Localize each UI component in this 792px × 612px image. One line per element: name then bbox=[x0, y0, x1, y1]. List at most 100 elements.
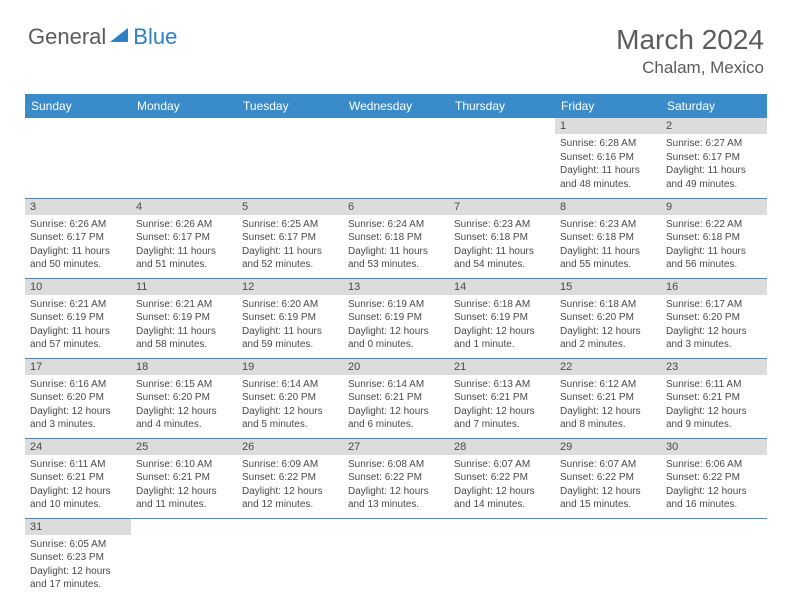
logo-text-general: General bbox=[28, 24, 106, 50]
day-number: 14 bbox=[449, 279, 555, 295]
day-number: 8 bbox=[555, 199, 661, 215]
calendar-cell: 20Sunrise: 6:14 AMSunset: 6:21 PMDayligh… bbox=[343, 358, 449, 438]
day-number: 7 bbox=[449, 199, 555, 215]
calendar-cell: 15Sunrise: 6:18 AMSunset: 6:20 PMDayligh… bbox=[555, 278, 661, 358]
calendar-cell: 5Sunrise: 6:25 AMSunset: 6:17 PMDaylight… bbox=[237, 198, 343, 278]
calendar-cell: 7Sunrise: 6:23 AMSunset: 6:18 PMDaylight… bbox=[449, 198, 555, 278]
day-details: Sunrise: 6:20 AMSunset: 6:19 PMDaylight:… bbox=[237, 295, 343, 356]
day-number: 18 bbox=[131, 359, 237, 375]
day-number: 2 bbox=[661, 118, 767, 134]
day-details: Sunrise: 6:13 AMSunset: 6:21 PMDaylight:… bbox=[449, 375, 555, 436]
day-details: Sunrise: 6:12 AMSunset: 6:21 PMDaylight:… bbox=[555, 375, 661, 436]
day-number: 28 bbox=[449, 439, 555, 455]
calendar-cell: 31Sunrise: 6:05 AMSunset: 6:23 PMDayligh… bbox=[25, 518, 131, 598]
day-details: Sunrise: 6:16 AMSunset: 6:20 PMDaylight:… bbox=[25, 375, 131, 436]
calendar-cell: 24Sunrise: 6:11 AMSunset: 6:21 PMDayligh… bbox=[25, 438, 131, 518]
calendar-cell: 12Sunrise: 6:20 AMSunset: 6:19 PMDayligh… bbox=[237, 278, 343, 358]
header-right: March 2024 Chalam, Mexico bbox=[616, 24, 764, 78]
weekday-header: Monday bbox=[131, 94, 237, 118]
calendar-cell bbox=[449, 518, 555, 598]
day-number: 11 bbox=[131, 279, 237, 295]
calendar-cell: 10Sunrise: 6:21 AMSunset: 6:19 PMDayligh… bbox=[25, 278, 131, 358]
day-details: Sunrise: 6:26 AMSunset: 6:17 PMDaylight:… bbox=[131, 215, 237, 276]
calendar-cell: 11Sunrise: 6:21 AMSunset: 6:19 PMDayligh… bbox=[131, 278, 237, 358]
calendar-table: SundayMondayTuesdayWednesdayThursdayFrid… bbox=[25, 94, 767, 598]
calendar-cell: 29Sunrise: 6:07 AMSunset: 6:22 PMDayligh… bbox=[555, 438, 661, 518]
day-details: Sunrise: 6:18 AMSunset: 6:19 PMDaylight:… bbox=[449, 295, 555, 356]
day-number: 30 bbox=[661, 439, 767, 455]
day-number: 19 bbox=[237, 359, 343, 375]
calendar-cell: 22Sunrise: 6:12 AMSunset: 6:21 PMDayligh… bbox=[555, 358, 661, 438]
day-details: Sunrise: 6:19 AMSunset: 6:19 PMDaylight:… bbox=[343, 295, 449, 356]
day-number: 9 bbox=[661, 199, 767, 215]
day-details: Sunrise: 6:07 AMSunset: 6:22 PMDaylight:… bbox=[555, 455, 661, 516]
day-number: 24 bbox=[25, 439, 131, 455]
day-details: Sunrise: 6:07 AMSunset: 6:22 PMDaylight:… bbox=[449, 455, 555, 516]
day-number: 31 bbox=[25, 519, 131, 535]
calendar-cell: 30Sunrise: 6:06 AMSunset: 6:22 PMDayligh… bbox=[661, 438, 767, 518]
weekday-header: Tuesday bbox=[237, 94, 343, 118]
day-details: Sunrise: 6:23 AMSunset: 6:18 PMDaylight:… bbox=[449, 215, 555, 276]
day-details: Sunrise: 6:14 AMSunset: 6:20 PMDaylight:… bbox=[237, 375, 343, 436]
day-details: Sunrise: 6:11 AMSunset: 6:21 PMDaylight:… bbox=[25, 455, 131, 516]
day-details: Sunrise: 6:11 AMSunset: 6:21 PMDaylight:… bbox=[661, 375, 767, 436]
calendar-cell: 17Sunrise: 6:16 AMSunset: 6:20 PMDayligh… bbox=[25, 358, 131, 438]
day-details: Sunrise: 6:24 AMSunset: 6:18 PMDaylight:… bbox=[343, 215, 449, 276]
calendar-cell bbox=[343, 518, 449, 598]
calendar-row: 31Sunrise: 6:05 AMSunset: 6:23 PMDayligh… bbox=[25, 518, 767, 598]
day-number: 15 bbox=[555, 279, 661, 295]
weekday-header: Friday bbox=[555, 94, 661, 118]
calendar-cell bbox=[131, 518, 237, 598]
calendar-cell: 27Sunrise: 6:08 AMSunset: 6:22 PMDayligh… bbox=[343, 438, 449, 518]
calendar-cell: 9Sunrise: 6:22 AMSunset: 6:18 PMDaylight… bbox=[661, 198, 767, 278]
header: General Blue March 2024 Chalam, Mexico bbox=[0, 0, 792, 86]
month-title: March 2024 bbox=[616, 24, 764, 56]
day-details: Sunrise: 6:18 AMSunset: 6:20 PMDaylight:… bbox=[555, 295, 661, 356]
calendar-cell bbox=[449, 118, 555, 198]
calendar-head: SundayMondayTuesdayWednesdayThursdayFrid… bbox=[25, 94, 767, 118]
calendar-cell: 2Sunrise: 6:27 AMSunset: 6:17 PMDaylight… bbox=[661, 118, 767, 198]
weekday-header: Sunday bbox=[25, 94, 131, 118]
calendar-cell bbox=[343, 118, 449, 198]
day-details: Sunrise: 6:15 AMSunset: 6:20 PMDaylight:… bbox=[131, 375, 237, 436]
calendar-cell bbox=[131, 118, 237, 198]
calendar-cell: 8Sunrise: 6:23 AMSunset: 6:18 PMDaylight… bbox=[555, 198, 661, 278]
calendar-cell: 13Sunrise: 6:19 AMSunset: 6:19 PMDayligh… bbox=[343, 278, 449, 358]
day-number: 25 bbox=[131, 439, 237, 455]
day-number: 17 bbox=[25, 359, 131, 375]
calendar-cell: 28Sunrise: 6:07 AMSunset: 6:22 PMDayligh… bbox=[449, 438, 555, 518]
day-details: Sunrise: 6:22 AMSunset: 6:18 PMDaylight:… bbox=[661, 215, 767, 276]
calendar-cell: 3Sunrise: 6:26 AMSunset: 6:17 PMDaylight… bbox=[25, 198, 131, 278]
day-number: 21 bbox=[449, 359, 555, 375]
calendar-row: 1Sunrise: 6:28 AMSunset: 6:16 PMDaylight… bbox=[25, 118, 767, 198]
logo-text-blue: Blue bbox=[133, 24, 177, 50]
logo: General Blue bbox=[28, 24, 177, 50]
weekday-header: Thursday bbox=[449, 94, 555, 118]
day-number: 20 bbox=[343, 359, 449, 375]
day-number: 4 bbox=[131, 199, 237, 215]
day-details: Sunrise: 6:17 AMSunset: 6:20 PMDaylight:… bbox=[661, 295, 767, 356]
day-number: 5 bbox=[237, 199, 343, 215]
calendar-row: 17Sunrise: 6:16 AMSunset: 6:20 PMDayligh… bbox=[25, 358, 767, 438]
day-number: 26 bbox=[237, 439, 343, 455]
logo-sail-icon bbox=[108, 26, 130, 49]
day-details: Sunrise: 6:08 AMSunset: 6:22 PMDaylight:… bbox=[343, 455, 449, 516]
day-number: 16 bbox=[661, 279, 767, 295]
calendar-cell: 18Sunrise: 6:15 AMSunset: 6:20 PMDayligh… bbox=[131, 358, 237, 438]
calendar-cell: 16Sunrise: 6:17 AMSunset: 6:20 PMDayligh… bbox=[661, 278, 767, 358]
calendar-cell bbox=[25, 118, 131, 198]
calendar-cell: 14Sunrise: 6:18 AMSunset: 6:19 PMDayligh… bbox=[449, 278, 555, 358]
calendar-body: 1Sunrise: 6:28 AMSunset: 6:16 PMDaylight… bbox=[25, 118, 767, 598]
day-number: 22 bbox=[555, 359, 661, 375]
calendar-row: 10Sunrise: 6:21 AMSunset: 6:19 PMDayligh… bbox=[25, 278, 767, 358]
day-number: 6 bbox=[343, 199, 449, 215]
calendar-cell: 21Sunrise: 6:13 AMSunset: 6:21 PMDayligh… bbox=[449, 358, 555, 438]
calendar-cell: 25Sunrise: 6:10 AMSunset: 6:21 PMDayligh… bbox=[131, 438, 237, 518]
day-details: Sunrise: 6:25 AMSunset: 6:17 PMDaylight:… bbox=[237, 215, 343, 276]
day-details: Sunrise: 6:28 AMSunset: 6:16 PMDaylight:… bbox=[555, 134, 661, 195]
day-number: 27 bbox=[343, 439, 449, 455]
day-details: Sunrise: 6:21 AMSunset: 6:19 PMDaylight:… bbox=[25, 295, 131, 356]
calendar-row: 3Sunrise: 6:26 AMSunset: 6:17 PMDaylight… bbox=[25, 198, 767, 278]
day-number: 23 bbox=[661, 359, 767, 375]
calendar-cell: 1Sunrise: 6:28 AMSunset: 6:16 PMDaylight… bbox=[555, 118, 661, 198]
